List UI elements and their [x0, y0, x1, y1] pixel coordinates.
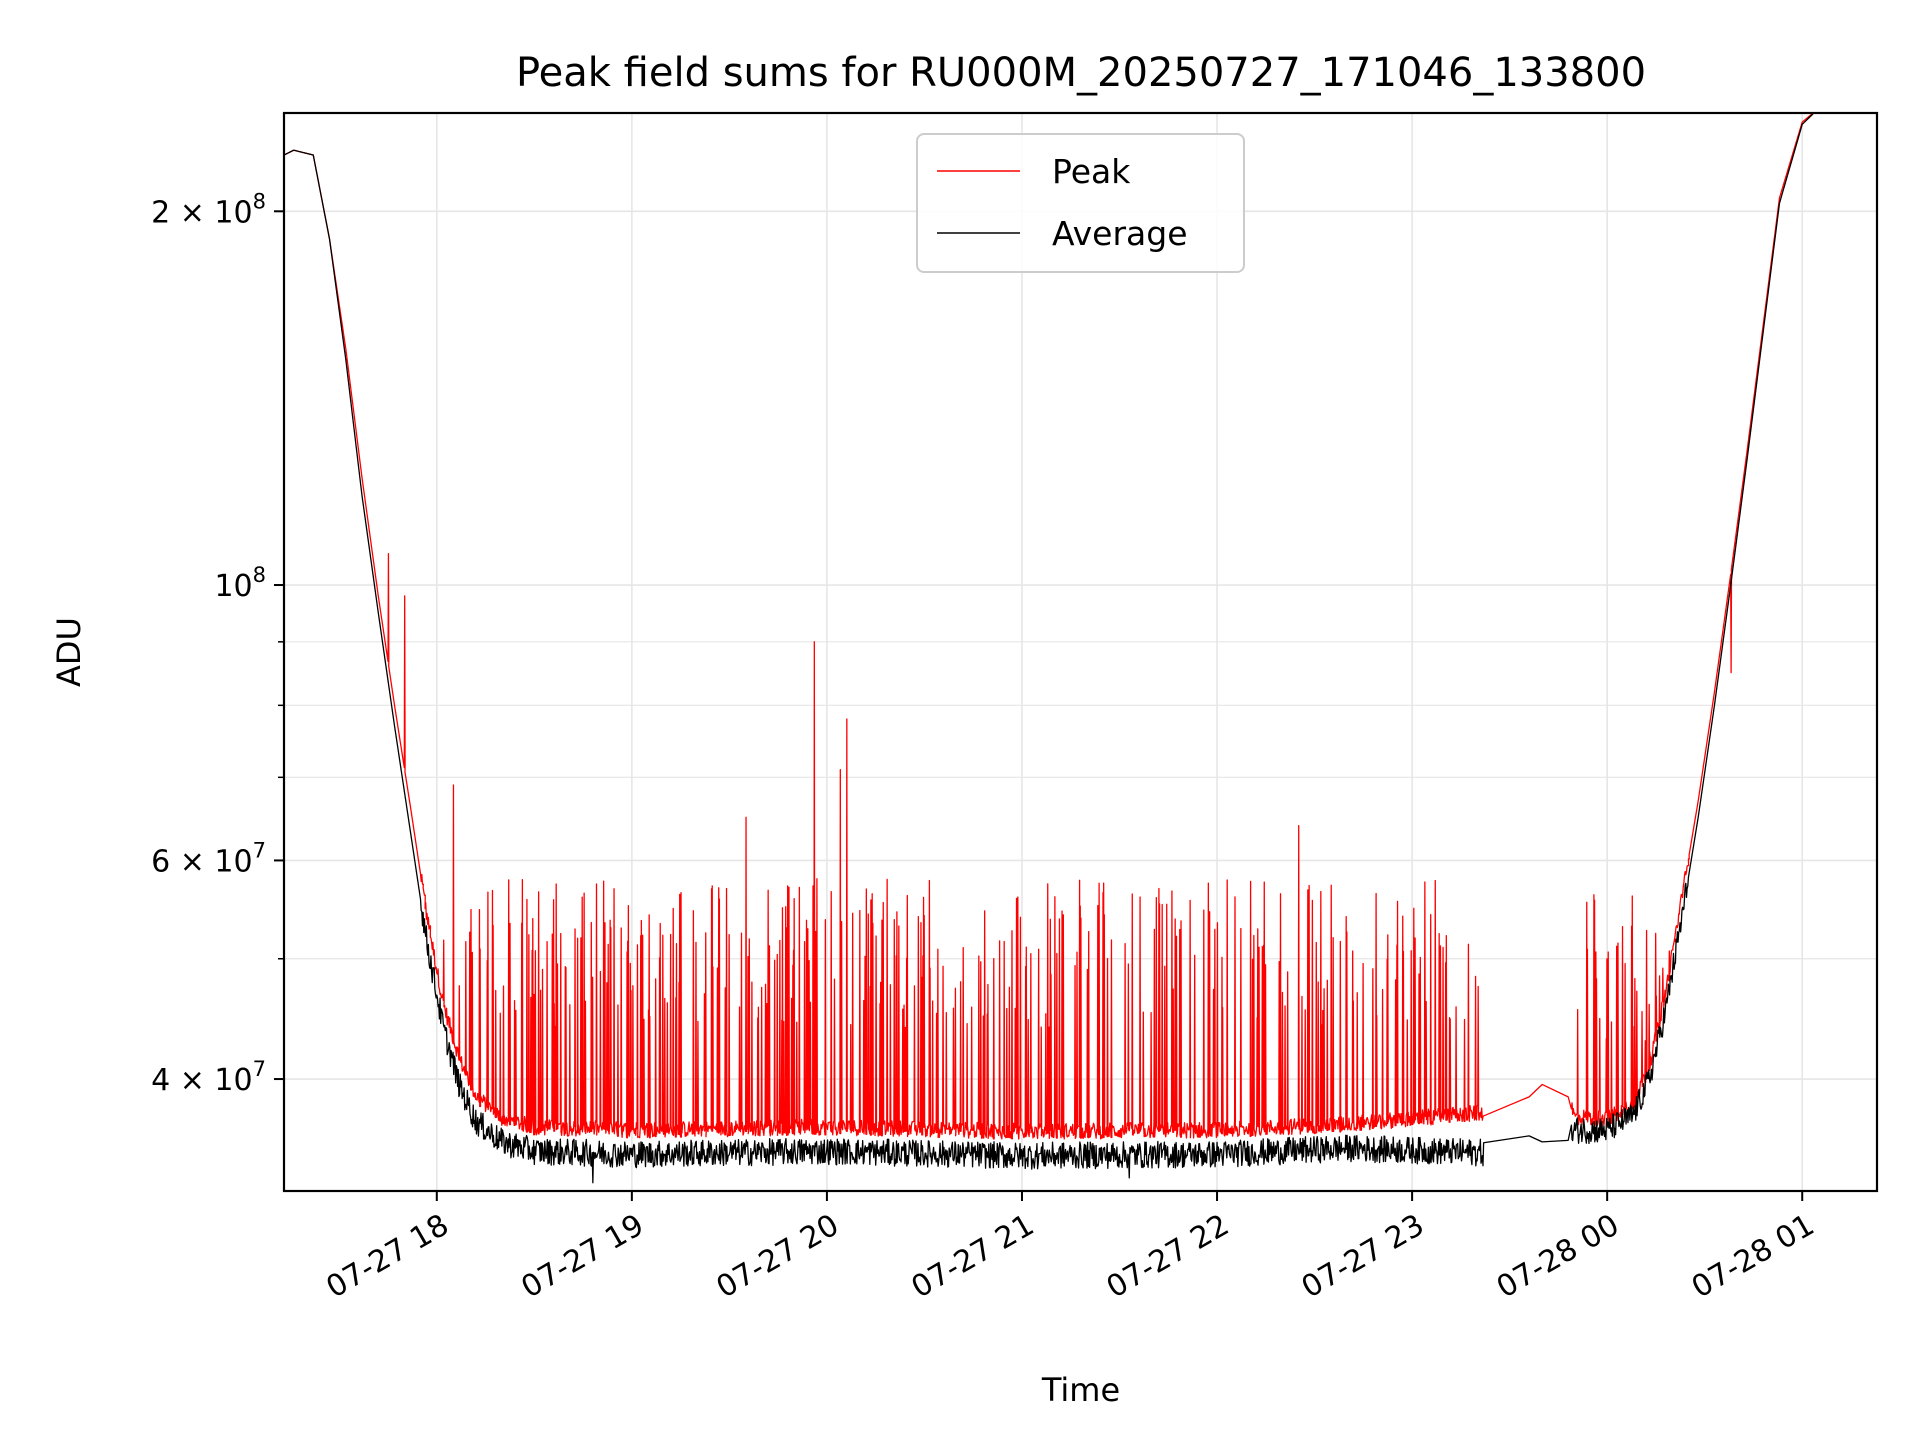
- grid: [284, 113, 1877, 1191]
- y-axis-label: ADU: [50, 617, 88, 687]
- x-axis-label: Time: [1041, 1371, 1120, 1409]
- legend: Peak Average: [916, 133, 1245, 273]
- chart-title: Peak field sums for RU000M_20250727_1710…: [516, 50, 1646, 96]
- series-line-average: [284, 113, 1815, 1184]
- legend-box: [916, 133, 1245, 273]
- y-tick-label: 6 × 107: [151, 838, 266, 879]
- series-line-peak: [284, 113, 1815, 1140]
- legend-label-average: Average: [1052, 214, 1188, 253]
- y-tick-label: 108: [214, 563, 266, 604]
- plot-frame: [282, 111, 1879, 1193]
- y-tick-label: 2 × 108: [151, 189, 266, 230]
- y-tick-label: 4 × 107: [151, 1057, 266, 1098]
- series-layer: [284, 113, 1815, 1184]
- legend-label-peak: Peak: [1052, 152, 1131, 191]
